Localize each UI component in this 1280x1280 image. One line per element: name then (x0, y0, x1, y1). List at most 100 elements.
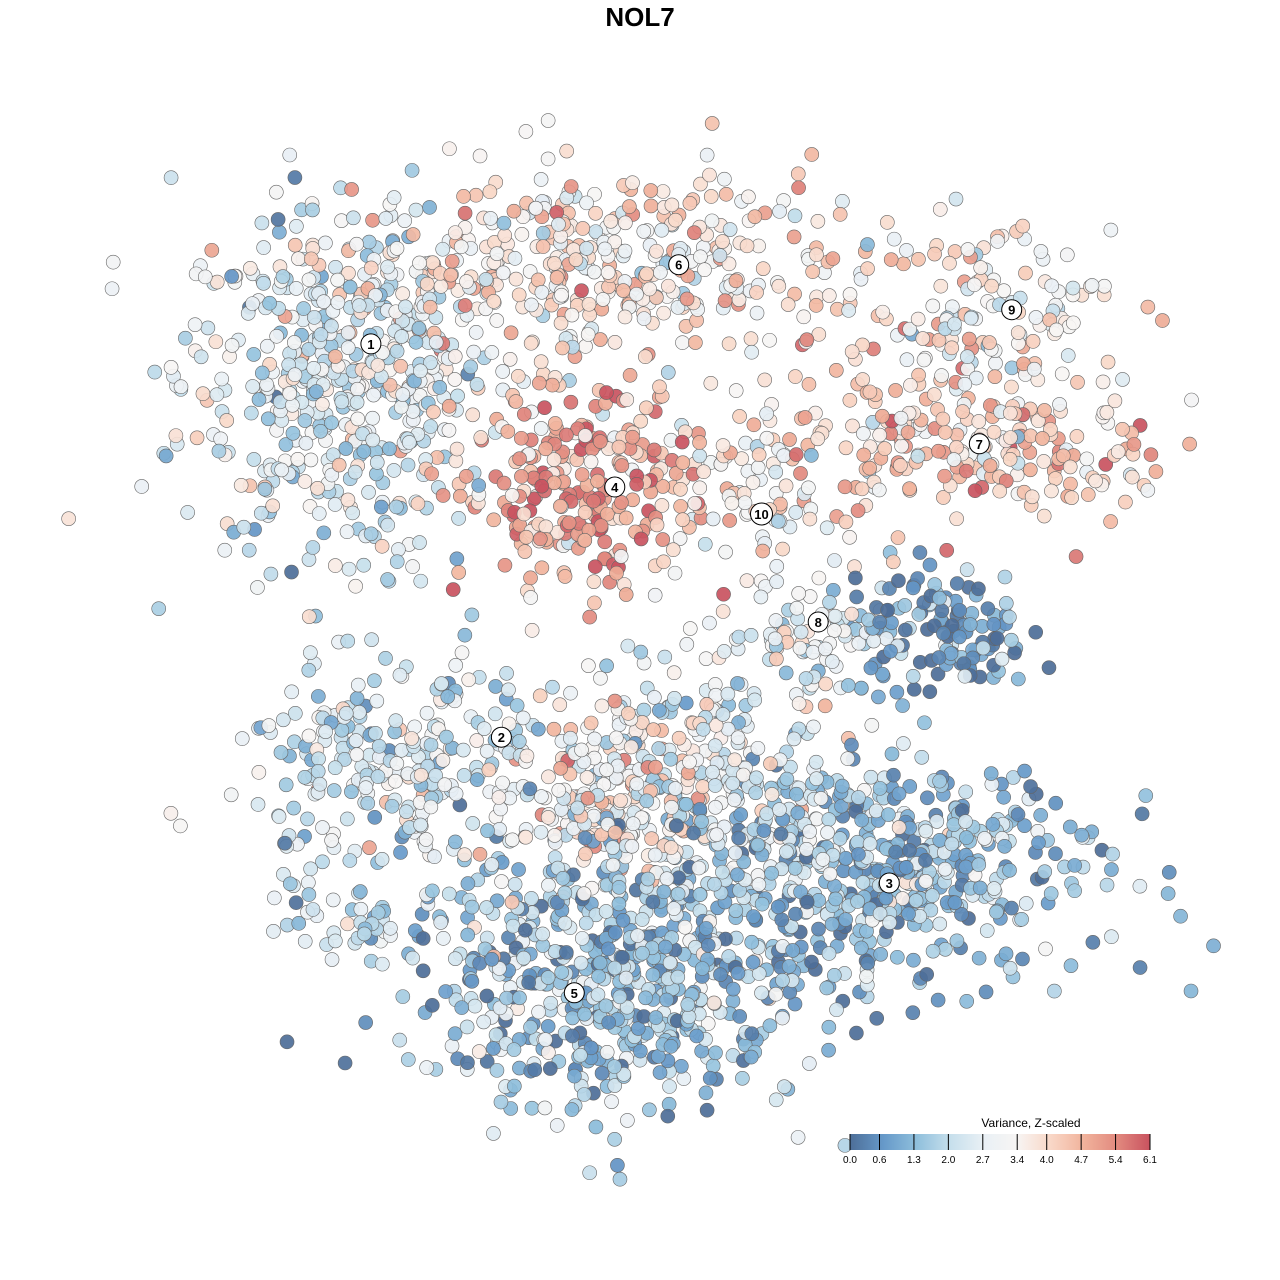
data-point (896, 736, 911, 751)
data-point (700, 937, 716, 953)
data-point (611, 896, 627, 912)
data-point (651, 741, 667, 756)
data-point (1085, 935, 1101, 950)
data-point (660, 365, 676, 380)
data-point (370, 358, 386, 373)
data-point (595, 292, 611, 307)
data-point (356, 444, 372, 459)
data-point (827, 623, 842, 638)
data-point (309, 384, 324, 399)
data-point (971, 950, 987, 966)
data-point (654, 498, 670, 513)
data-point (592, 955, 608, 971)
data-point (731, 715, 746, 730)
data-point (187, 317, 203, 332)
data-point (339, 524, 355, 540)
data-point (862, 836, 878, 852)
data-point (518, 529, 534, 545)
data-point (775, 541, 790, 557)
data-point (845, 418, 860, 434)
data-point (686, 825, 701, 841)
data-point (303, 645, 318, 660)
data-point (447, 225, 463, 240)
data-point (324, 415, 339, 431)
data-point (948, 191, 964, 207)
data-point (617, 309, 633, 325)
data-point (959, 830, 974, 845)
data-point (715, 864, 730, 880)
data-point (721, 256, 737, 272)
data-point (860, 261, 875, 276)
data-point (532, 688, 548, 704)
data-point (282, 386, 297, 401)
data-point (533, 531, 548, 547)
data-point (588, 1119, 604, 1135)
data-point (583, 1040, 599, 1056)
data-point (349, 395, 365, 410)
data-point (305, 540, 321, 555)
data-point (762, 332, 777, 348)
data-point (728, 903, 744, 918)
data-point (1104, 862, 1119, 877)
data-point (810, 431, 826, 447)
data-point (481, 762, 497, 778)
data-point (793, 884, 808, 900)
data-point (314, 397, 330, 412)
data-point (599, 1044, 615, 1060)
data-point (811, 921, 826, 937)
data-point (871, 689, 886, 705)
data-point (1037, 864, 1053, 879)
data-point (263, 566, 279, 582)
data-point (882, 915, 897, 930)
data-point (282, 147, 298, 163)
data-point (612, 1171, 628, 1187)
data-point (1064, 490, 1079, 505)
data-point (419, 1060, 434, 1075)
data-point (746, 909, 761, 924)
data-point (422, 299, 438, 315)
data-point (722, 513, 737, 528)
data-point (751, 447, 767, 463)
data-point (1035, 431, 1050, 446)
data-point (615, 950, 630, 965)
data-point (842, 287, 858, 302)
data-point (347, 464, 363, 480)
data-point (789, 600, 805, 616)
data-point (692, 480, 708, 496)
data-point (1160, 886, 1176, 901)
data-point (267, 890, 282, 906)
cluster-label-text: 3 (886, 876, 893, 891)
cluster-label-text: 10 (754, 507, 768, 522)
data-point (1183, 983, 1199, 999)
data-point (262, 295, 277, 311)
data-point (393, 399, 409, 415)
data-point (553, 498, 568, 514)
data-point (279, 1034, 295, 1050)
data-point (464, 607, 480, 623)
data-point (434, 676, 449, 691)
color-legend: Variance, Z-scaled 0.0 0.6 1.3 2.0 2.7 3.4 4.0… (843, 1116, 1157, 1166)
data-point (415, 963, 431, 979)
data-point (933, 278, 949, 294)
data-point (1079, 451, 1095, 467)
data-point (380, 517, 396, 533)
data-point (540, 113, 556, 128)
data-point (197, 269, 213, 285)
data-point (147, 364, 163, 380)
data-point (271, 809, 287, 824)
data-point (696, 464, 711, 480)
data-point (224, 338, 240, 353)
data-point (997, 569, 1013, 585)
data-point (820, 825, 835, 840)
data-point (694, 814, 709, 829)
data-point (356, 557, 372, 573)
data-point (241, 542, 257, 558)
data-point (318, 235, 333, 251)
data-point (479, 900, 494, 915)
data-point (371, 738, 387, 754)
data-point (538, 1032, 553, 1047)
data-point (739, 238, 755, 254)
data-point (577, 428, 593, 443)
data-point (242, 261, 258, 276)
